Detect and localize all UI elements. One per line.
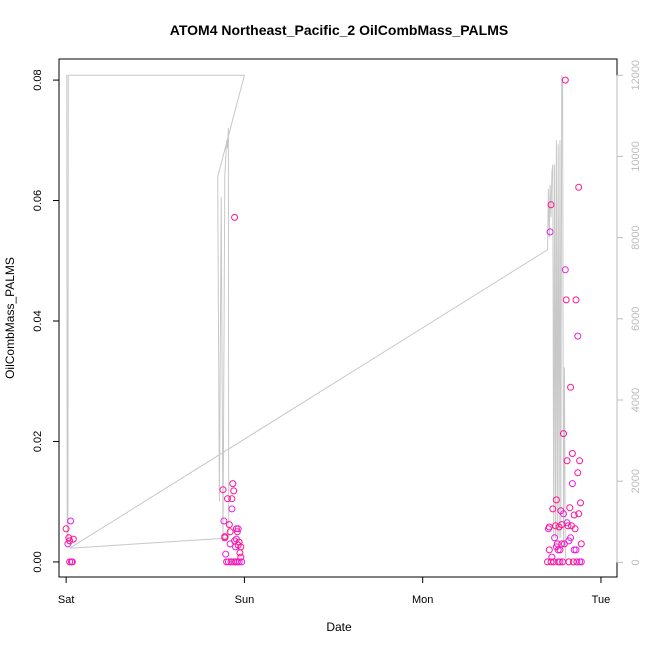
data-point (570, 511, 578, 519)
data-point (573, 558, 581, 566)
data-point (228, 505, 236, 513)
data-point (229, 480, 237, 488)
data-point (566, 504, 574, 512)
data-point (575, 183, 583, 191)
data-point (575, 510, 583, 518)
data-point (225, 521, 233, 529)
data-point (561, 266, 569, 274)
data-point (224, 495, 231, 503)
y2-tick-label: 4000 (630, 388, 642, 412)
y2-tick-label: 6000 (630, 307, 642, 331)
data-point (547, 201, 555, 209)
data-point (564, 522, 572, 530)
x-tick-label: Sat (58, 594, 75, 606)
data-point (577, 499, 584, 507)
data-point (62, 525, 70, 533)
y2-tick-label: 12000 (630, 60, 642, 91)
data-point (577, 558, 585, 566)
data-point (222, 550, 230, 558)
data-point (560, 430, 567, 438)
data-point (66, 537, 74, 545)
data-point (65, 534, 73, 542)
x-tick-label: Sun (235, 594, 255, 606)
data-point (230, 487, 238, 495)
y-tick-label: 0.06 (32, 190, 44, 211)
x-tick-label: Tue (592, 594, 611, 606)
y2-tick-label: 0 (630, 559, 642, 565)
data-point (567, 534, 575, 542)
data-points (62, 76, 585, 566)
data-point (67, 517, 75, 525)
data-point (565, 558, 573, 566)
data-point (236, 549, 244, 557)
data-point (547, 558, 555, 566)
data-point (572, 546, 580, 554)
data-point (568, 450, 576, 457)
data-point (224, 558, 232, 566)
data-point (545, 546, 553, 554)
data-point (237, 543, 245, 551)
data-point (233, 528, 241, 536)
data-point (561, 76, 569, 84)
y-tick-label: 0.08 (32, 69, 44, 90)
data-point (221, 533, 229, 541)
plot-area-frame (58, 58, 618, 578)
data-point (574, 469, 582, 477)
y-tick-label: 0.02 (32, 431, 44, 452)
chart-title: ATOM4 Northeast_Pacific_2 OilCombMass_PA… (170, 22, 508, 38)
data-point (548, 553, 556, 561)
data-point (68, 558, 76, 566)
data-point (562, 296, 570, 304)
x-tick-label: Mon (412, 594, 433, 606)
y2-tick-label: 10000 (630, 141, 642, 172)
data-point (226, 528, 234, 536)
y-axis-right: 0 2000 4000 6000 8000 10000 12000 (616, 60, 642, 565)
data-point (237, 553, 245, 561)
data-point (563, 457, 571, 465)
data-point (576, 457, 584, 465)
data-point (577, 540, 585, 548)
data-point (572, 296, 580, 304)
y2-tick-label: 8000 (630, 225, 642, 249)
data-point (568, 480, 576, 488)
data-point (556, 558, 564, 566)
data-point (549, 505, 557, 513)
data-point (546, 228, 554, 236)
data-point (219, 486, 227, 494)
y2-tick-label: 2000 (630, 469, 642, 493)
y-tick-label: 0.04 (32, 310, 44, 331)
data-point (235, 538, 243, 546)
data-point (228, 495, 236, 503)
data-point (567, 383, 575, 391)
data-point (220, 517, 228, 525)
data-point (558, 540, 566, 548)
data-point (235, 558, 243, 566)
data-point (571, 525, 579, 533)
data-point (238, 558, 246, 566)
y-tick-label: 0.00 (32, 551, 44, 572)
data-point (551, 534, 559, 542)
data-point (560, 510, 567, 518)
y-axis-label: OilCombMass_PALMS (3, 257, 17, 379)
secondary-line-path (66, 74, 567, 563)
data-point (234, 525, 242, 533)
x-axis: Sat Sun Mon Tue (58, 576, 611, 606)
data-point (231, 213, 239, 221)
x-axis-label: Date (326, 620, 352, 634)
secondary-series-line (66, 74, 567, 563)
data-point (69, 535, 77, 543)
data-point (574, 332, 582, 340)
y-axis-left: 0.00 0.02 0.04 0.06 0.08 (32, 69, 60, 573)
data-point (552, 496, 560, 504)
